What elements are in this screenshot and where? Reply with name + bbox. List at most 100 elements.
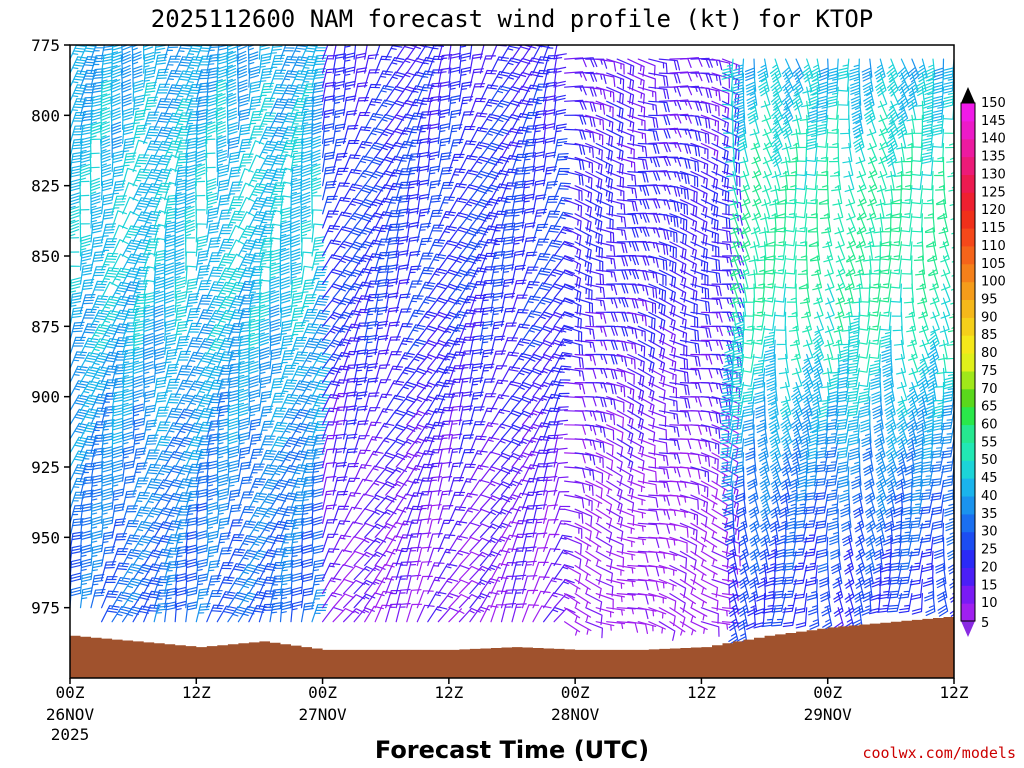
- x-axis-label: Forecast Time (UTC): [375, 736, 649, 764]
- wind-barb: [543, 562, 562, 581]
- wind-barb: [406, 546, 422, 567]
- wind-barb: [824, 424, 839, 445]
- wind-barb: [574, 410, 597, 421]
- wind-barb: [500, 264, 515, 285]
- wind-barb: [111, 445, 123, 468]
- wind-barb: [553, 66, 567, 88]
- wind-barb: [153, 182, 172, 201]
- wind-barb: [469, 198, 491, 215]
- wind-barb: [521, 518, 538, 538]
- wind-barb: [784, 241, 797, 261]
- wind-barb: [111, 488, 124, 510]
- wind-barb: [353, 97, 370, 116]
- wind-barb: [585, 227, 603, 246]
- wind-barb: [878, 578, 892, 600]
- wind-barb: [532, 311, 554, 327]
- wind-barb: [553, 433, 568, 454]
- wind-barb: [637, 72, 656, 90]
- wind-barb: [627, 114, 646, 131]
- wind-barb: [195, 82, 211, 102]
- wind-barb: [606, 58, 625, 75]
- wind-barb: [143, 197, 162, 215]
- wind-barb: [258, 140, 278, 159]
- wind-barb: [827, 114, 839, 134]
- wind-barb: [490, 71, 510, 88]
- wind-barb: [500, 100, 522, 116]
- wind-barb: [122, 253, 141, 271]
- wind-barb: [322, 339, 344, 356]
- wind-barb: [206, 80, 219, 102]
- wind-barb: [353, 420, 369, 440]
- wind-barb: [322, 325, 344, 341]
- wind-barb: [353, 551, 376, 567]
- wind-barb: [185, 586, 198, 609]
- wind-barb: [111, 577, 131, 595]
- colorbar-label: 5: [981, 616, 989, 631]
- wind-barb: [374, 536, 396, 552]
- wind-barb: [437, 166, 453, 187]
- wind-barb: [940, 424, 954, 445]
- wind-barb: [79, 337, 99, 356]
- wind-barb: [132, 306, 147, 327]
- wind-barb: [849, 311, 860, 334]
- wind-barb: [437, 519, 455, 538]
- wind-barb: [406, 324, 426, 341]
- wind-barb: [227, 363, 242, 384]
- wind-barb: [814, 452, 829, 473]
- wind-barb: [606, 550, 625, 568]
- wind-barb: [279, 478, 300, 496]
- wind-barb: [132, 320, 146, 341]
- wind-barb: [720, 452, 734, 473]
- wind-barb: [290, 262, 302, 285]
- wind-barb: [216, 296, 236, 313]
- wind-barb: [864, 550, 875, 575]
- wind-barb: [941, 283, 951, 305]
- wind-barb: [406, 451, 427, 468]
- wind-barb: [289, 234, 301, 257]
- wind-barb: [364, 348, 378, 370]
- wind-barb: [553, 123, 567, 145]
- wind-barb: [448, 80, 461, 102]
- wind-barb: [248, 463, 265, 482]
- wind-barb: [871, 564, 882, 588]
- wind-barb: [395, 222, 410, 243]
- wind-barb: [248, 361, 259, 384]
- y-tick-label: 875: [31, 317, 60, 336]
- wind-barb: [532, 96, 548, 116]
- wind-barb: [805, 564, 818, 587]
- wind-barb: [669, 297, 687, 317]
- wind-barb: [143, 390, 155, 412]
- wind-barb: [258, 435, 276, 454]
- wind-barb: [311, 530, 323, 552]
- wind-barb: [720, 466, 734, 488]
- wind-barb: [936, 578, 948, 603]
- wind-barb: [479, 466, 501, 482]
- wind-barb: [765, 353, 776, 376]
- wind-barb: [132, 403, 144, 426]
- wind-barb: [332, 490, 349, 510]
- wind-barb: [532, 490, 548, 510]
- wind-barb: [690, 297, 711, 313]
- wind-barb: [458, 492, 478, 510]
- wind-barb: [174, 192, 187, 215]
- wind-barb: [658, 382, 677, 399]
- wind-barb: [70, 56, 88, 74]
- wind-barb: [500, 366, 521, 384]
- wind-barb: [766, 367, 777, 391]
- wind-barb: [553, 311, 575, 327]
- wind-barb: [111, 364, 127, 384]
- wind-barb: [911, 466, 923, 488]
- wind-barb: [427, 449, 444, 468]
- wind-barb: [606, 593, 625, 603]
- wind-barb: [690, 607, 708, 621]
- wind-barb: [311, 589, 327, 609]
- wind-barb: [111, 474, 123, 496]
- wind-barb: [310, 135, 322, 159]
- wind-barb: [132, 211, 152, 229]
- wind-barb: [248, 197, 268, 215]
- wind-barb: [479, 480, 502, 496]
- wind-barb: [364, 198, 385, 215]
- wind-barb: [816, 100, 829, 122]
- wind-barb: [248, 168, 267, 187]
- wind-barb: [532, 476, 548, 496]
